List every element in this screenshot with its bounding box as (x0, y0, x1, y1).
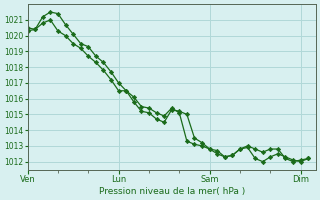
X-axis label: Pression niveau de la mer( hPa ): Pression niveau de la mer( hPa ) (99, 187, 245, 196)
